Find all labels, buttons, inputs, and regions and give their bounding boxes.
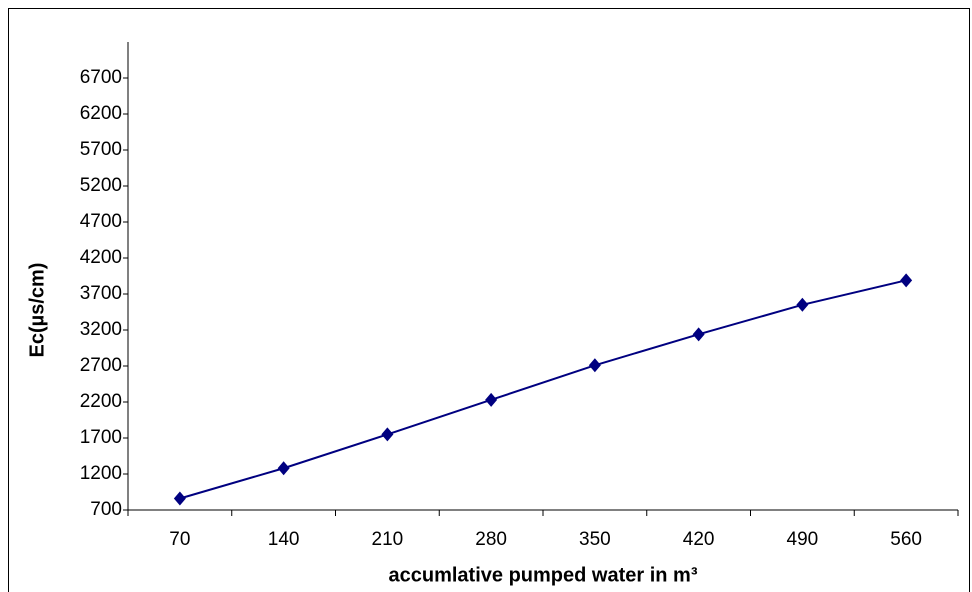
y-tick-label: 6700 xyxy=(80,67,122,88)
y-tick-label: 3200 xyxy=(80,319,122,340)
data-point xyxy=(900,273,913,288)
x-tick-label: 560 xyxy=(890,529,922,550)
data-point xyxy=(173,491,186,506)
y-tick-label: 1700 xyxy=(80,427,122,448)
y-tick-label: 1200 xyxy=(80,463,122,484)
data-point xyxy=(381,427,394,442)
x-tick-label: 140 xyxy=(268,529,300,550)
y-axis-title: Ec(µs/cm) xyxy=(26,263,48,358)
y-tick-label: 5700 xyxy=(80,139,122,160)
y-tick-label: 3700 xyxy=(80,283,122,304)
x-tick-label: 70 xyxy=(169,529,190,550)
x-tick-label: 350 xyxy=(579,529,611,550)
series-line xyxy=(179,279,907,500)
y-tick-label: 2200 xyxy=(80,391,122,412)
x-tick-label: 420 xyxy=(683,529,715,550)
y-tick-label: 6200 xyxy=(80,103,122,124)
x-axis-title: accumlative pumped water in m³ xyxy=(389,564,698,586)
data-point xyxy=(692,327,705,342)
x-tick-label: 280 xyxy=(475,529,507,550)
y-tick-label: 700 xyxy=(90,499,122,520)
y-tick-label: 5200 xyxy=(80,175,122,196)
data-point xyxy=(485,392,498,407)
x-tick-label: 490 xyxy=(787,529,819,550)
y-tick-label: 4200 xyxy=(80,247,122,268)
y-tick-label: 4700 xyxy=(80,211,122,232)
y-tick-label: 2700 xyxy=(80,355,122,376)
chart-frame xyxy=(8,8,970,592)
data-point xyxy=(796,297,809,312)
x-tick-label: 210 xyxy=(372,529,404,550)
data-point xyxy=(588,358,601,373)
data-point xyxy=(277,461,290,476)
